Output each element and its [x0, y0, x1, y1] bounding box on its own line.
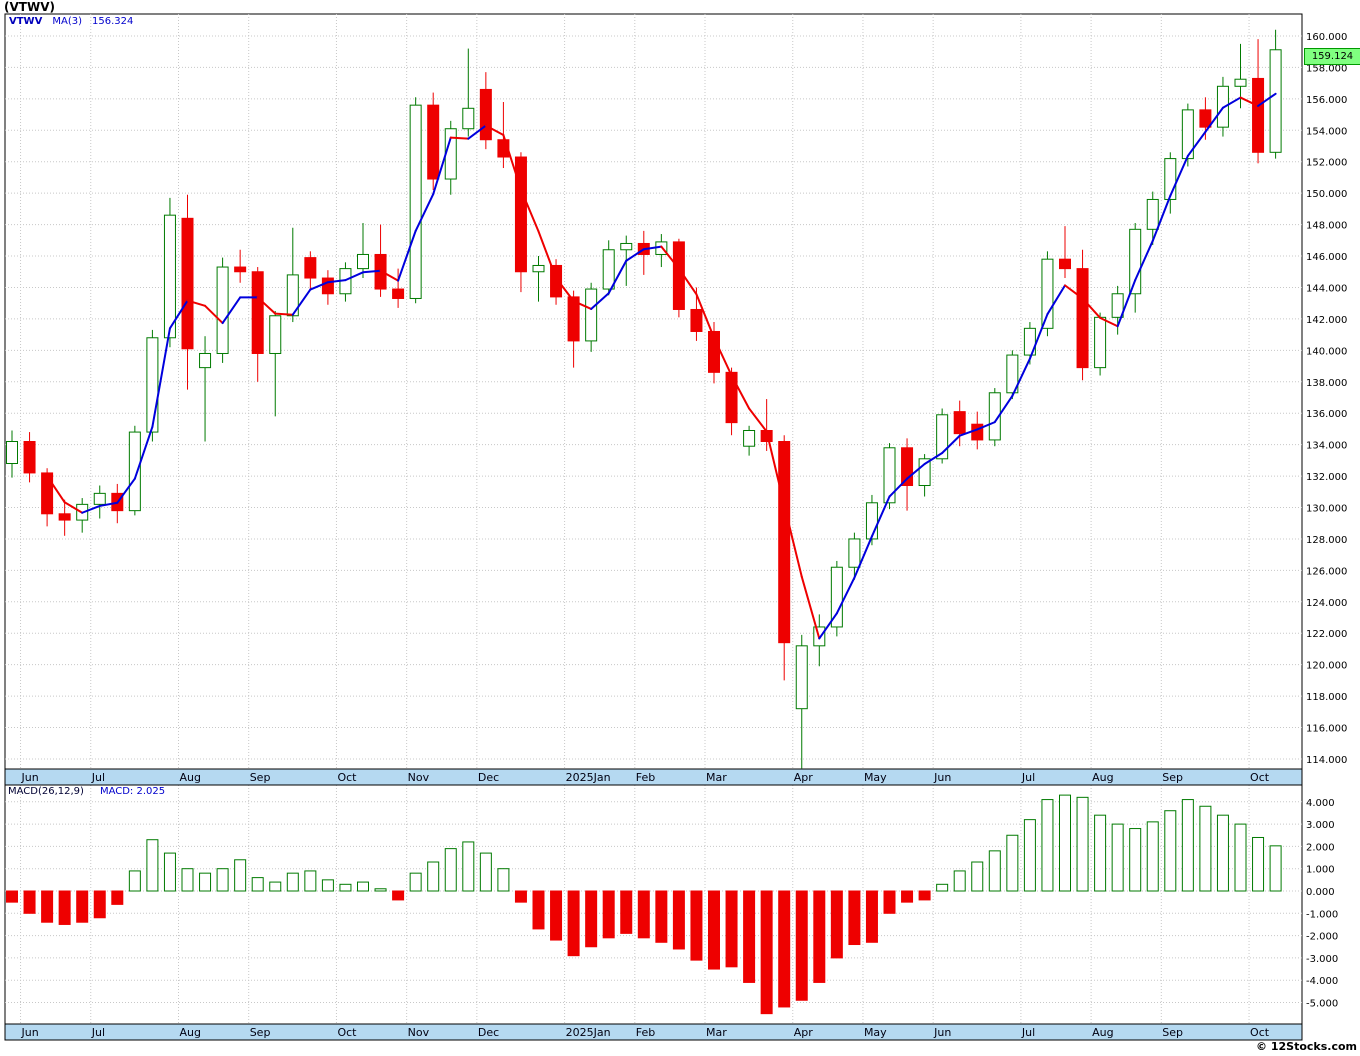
macd-params-label: MACD(26,12,9) — [8, 786, 84, 797]
svg-text:0.000: 0.000 — [1306, 887, 1335, 898]
svg-text:Jun: Jun — [933, 771, 951, 784]
svg-text:1.000: 1.000 — [1306, 865, 1335, 876]
svg-text:May: May — [864, 1026, 887, 1039]
svg-text:116.000: 116.000 — [1306, 724, 1347, 735]
svg-text:Oct: Oct — [337, 1026, 357, 1039]
svg-text:114.000: 114.000 — [1306, 755, 1347, 766]
svg-text:Mar: Mar — [706, 771, 727, 784]
svg-text:-2.000: -2.000 — [1306, 932, 1338, 943]
svg-text:154.000: 154.000 — [1306, 126, 1347, 137]
svg-text:128.000: 128.000 — [1306, 535, 1347, 546]
svg-text:Sep: Sep — [250, 1026, 271, 1039]
svg-text:Sep: Sep — [1162, 771, 1183, 784]
svg-text:146.000: 146.000 — [1306, 252, 1347, 263]
svg-text:142.000: 142.000 — [1306, 315, 1347, 326]
svg-text:-1.000: -1.000 — [1306, 909, 1338, 920]
page-title: (VTWV) — [4, 0, 55, 14]
svg-text:2.000: 2.000 — [1306, 842, 1335, 853]
svg-text:Apr: Apr — [794, 771, 814, 784]
svg-text:138.000: 138.000 — [1306, 378, 1347, 389]
svg-text:Oct: Oct — [1250, 1026, 1270, 1039]
svg-text:Apr: Apr — [794, 1026, 814, 1039]
ticker-symbol: VTWV — [9, 16, 43, 27]
svg-text:Nov: Nov — [408, 1026, 430, 1039]
svg-text:144.000: 144.000 — [1306, 283, 1347, 294]
svg-text:Aug: Aug — [1092, 1026, 1113, 1039]
macd-legend: MACD(26,12,9) MACD: 2.025 — [8, 786, 165, 797]
svg-text:Jul: Jul — [1021, 771, 1035, 784]
svg-text:136.000: 136.000 — [1306, 409, 1347, 420]
svg-text:126.000: 126.000 — [1306, 566, 1347, 577]
svg-text:2025Jan: 2025Jan — [566, 1026, 611, 1039]
ma-label: MA(3) — [52, 16, 82, 27]
svg-text:160.000: 160.000 — [1306, 32, 1347, 43]
svg-text:-3.000: -3.000 — [1306, 954, 1338, 965]
price-legend: VTWV MA(3) 156.324 — [9, 16, 133, 27]
svg-text:Jun: Jun — [21, 771, 39, 784]
svg-text:124.000: 124.000 — [1306, 598, 1347, 609]
ma-value: 156.324 — [91, 16, 134, 27]
last-price-tag: 159.124 — [1304, 48, 1360, 65]
svg-text:150.000: 150.000 — [1306, 189, 1347, 200]
svg-text:Feb: Feb — [636, 1026, 655, 1039]
svg-text:Jul: Jul — [1021, 1026, 1035, 1039]
svg-text:Aug: Aug — [180, 1026, 201, 1039]
svg-text:132.000: 132.000 — [1306, 472, 1347, 483]
svg-text:Aug: Aug — [180, 771, 201, 784]
svg-text:-5.000: -5.000 — [1306, 999, 1338, 1010]
svg-text:Dec: Dec — [478, 771, 499, 784]
svg-text:Nov: Nov — [408, 771, 430, 784]
svg-text:130.000: 130.000 — [1306, 504, 1347, 515]
svg-text:148.000: 148.000 — [1306, 221, 1347, 232]
svg-text:4.000: 4.000 — [1306, 798, 1335, 809]
svg-text:Mar: Mar — [706, 1026, 727, 1039]
svg-text:Dec: Dec — [478, 1026, 499, 1039]
svg-text:Jul: Jul — [91, 771, 105, 784]
svg-text:158.000: 158.000 — [1306, 63, 1347, 74]
macd-value-label: MACD: 2.025 — [99, 786, 166, 797]
svg-text:Aug: Aug — [1092, 771, 1113, 784]
svg-text:Jul: Jul — [91, 1026, 105, 1039]
svg-text:Jun: Jun — [21, 1026, 39, 1039]
svg-text:156.000: 156.000 — [1306, 95, 1347, 106]
svg-text:120.000: 120.000 — [1306, 661, 1347, 672]
svg-text:134.000: 134.000 — [1306, 441, 1347, 452]
svg-text:-4.000: -4.000 — [1306, 976, 1338, 987]
svg-text:Oct: Oct — [1250, 771, 1270, 784]
svg-text:2025Jan: 2025Jan — [566, 771, 611, 784]
svg-text:152.000: 152.000 — [1306, 158, 1347, 169]
svg-text:122.000: 122.000 — [1306, 629, 1347, 640]
svg-text:118.000: 118.000 — [1306, 692, 1347, 703]
svg-text:Sep: Sep — [1162, 1026, 1183, 1039]
svg-text:Jun: Jun — [933, 1026, 951, 1039]
svg-text:Oct: Oct — [337, 771, 357, 784]
watermark: © 12Stocks.com — [1256, 1040, 1357, 1053]
svg-text:Feb: Feb — [636, 771, 655, 784]
svg-text:140.000: 140.000 — [1306, 346, 1347, 357]
svg-text:Sep: Sep — [250, 771, 271, 784]
svg-text:May: May — [864, 771, 887, 784]
svg-text:3.000: 3.000 — [1306, 820, 1335, 831]
